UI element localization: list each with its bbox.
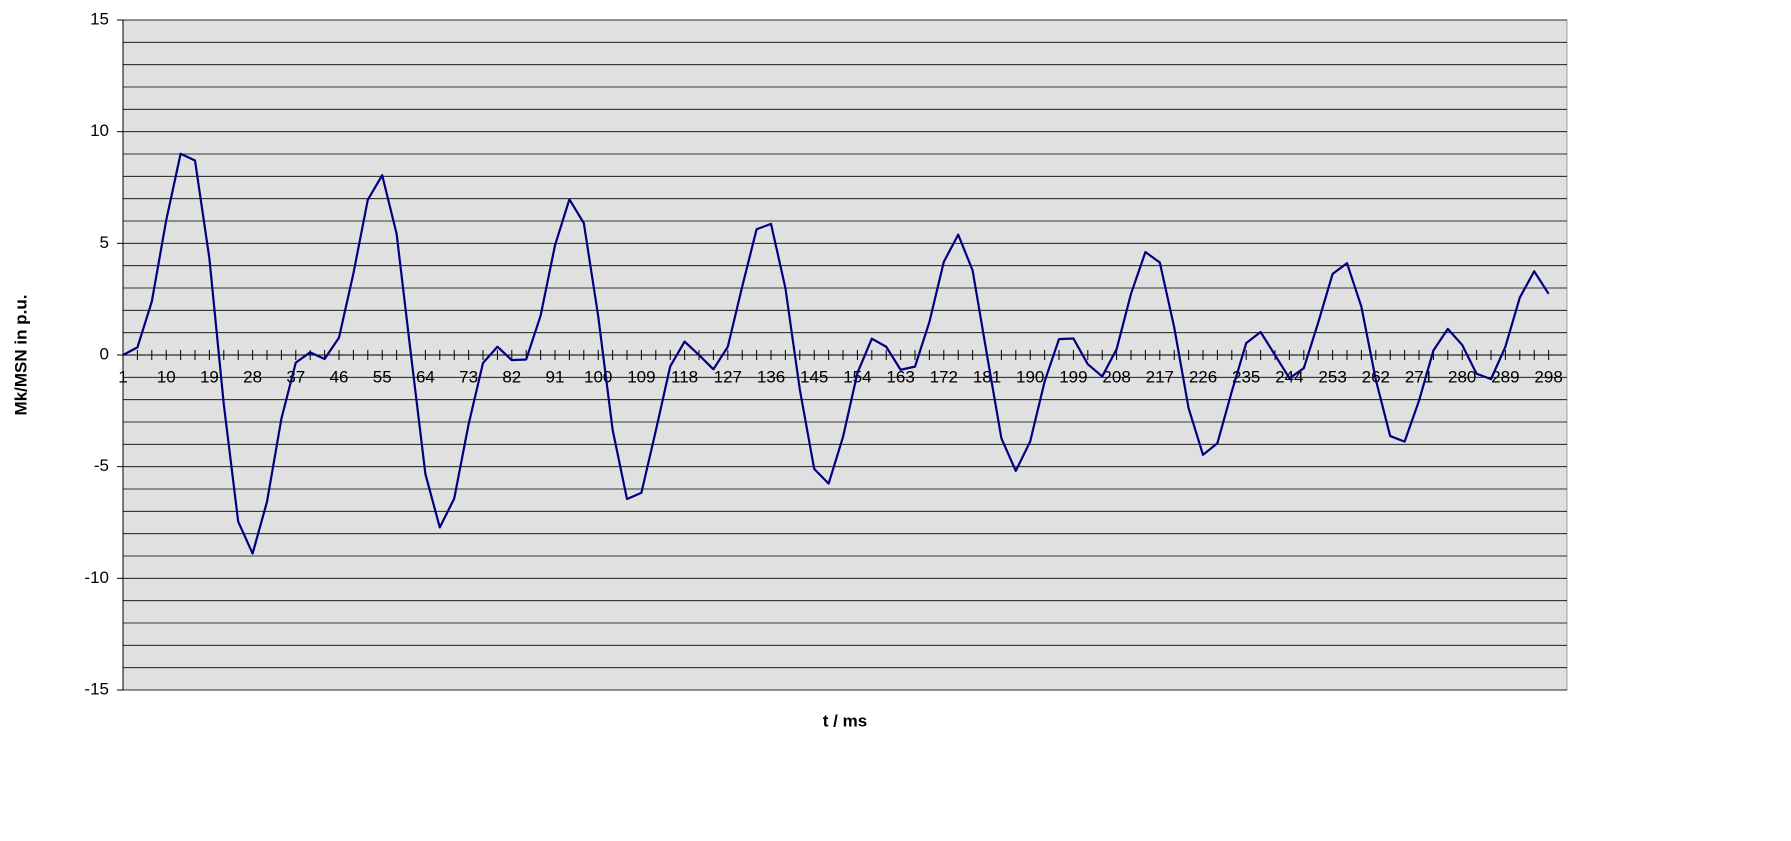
x-tick-label: 217 bbox=[1146, 367, 1174, 386]
x-tick-label: 298 bbox=[1534, 367, 1562, 386]
x-tick-label: 136 bbox=[757, 367, 785, 386]
y-tick-label: 0 bbox=[100, 344, 109, 363]
x-tick-label: 100 bbox=[584, 367, 612, 386]
y-tick-label: -15 bbox=[84, 679, 109, 698]
y-tick-label: -10 bbox=[84, 568, 109, 587]
x-tick-label: 46 bbox=[330, 367, 349, 386]
x-axis-title: t / ms bbox=[823, 711, 867, 730]
y-tick-label: 15 bbox=[90, 9, 109, 28]
x-tick-label: 280 bbox=[1448, 367, 1476, 386]
x-tick-label: 127 bbox=[714, 367, 742, 386]
x-tick-label: 10 bbox=[157, 367, 176, 386]
x-tick-label: 37 bbox=[286, 367, 305, 386]
y-tick-label: 10 bbox=[90, 121, 109, 140]
y-axis-title: Mk/MSN in p.u. bbox=[11, 295, 30, 416]
x-tick-label: 91 bbox=[546, 367, 565, 386]
y-tick-label: -5 bbox=[94, 456, 109, 475]
y-tick-label: 5 bbox=[100, 233, 109, 252]
x-tick-label: 235 bbox=[1232, 367, 1260, 386]
x-tick-label: 172 bbox=[930, 367, 958, 386]
x-tick-label: 28 bbox=[243, 367, 262, 386]
x-tick-label: 73 bbox=[459, 367, 478, 386]
data-line bbox=[122, 152, 1550, 555]
x-tick-label: 19 bbox=[200, 367, 219, 386]
x-tick-label: 82 bbox=[502, 367, 521, 386]
x-tick-label: 253 bbox=[1318, 367, 1346, 386]
x-tick-label: 1 bbox=[118, 367, 127, 386]
x-tick-label: 226 bbox=[1189, 367, 1217, 386]
x-tick-label: 181 bbox=[973, 367, 1001, 386]
x-tick-label: 64 bbox=[416, 367, 435, 386]
x-tick-label: 109 bbox=[627, 367, 655, 386]
x-tick-label: 289 bbox=[1491, 367, 1519, 386]
x-tick-label: 190 bbox=[1016, 367, 1044, 386]
x-tick-label: 271 bbox=[1405, 367, 1433, 386]
x-tick-label: 163 bbox=[886, 367, 914, 386]
x-tick-label: 199 bbox=[1059, 367, 1087, 386]
x-tick-label: 55 bbox=[373, 367, 392, 386]
x-tick-label: 208 bbox=[1102, 367, 1130, 386]
x-tick-label: 145 bbox=[800, 367, 828, 386]
x-tick-label: 118 bbox=[671, 367, 698, 386]
